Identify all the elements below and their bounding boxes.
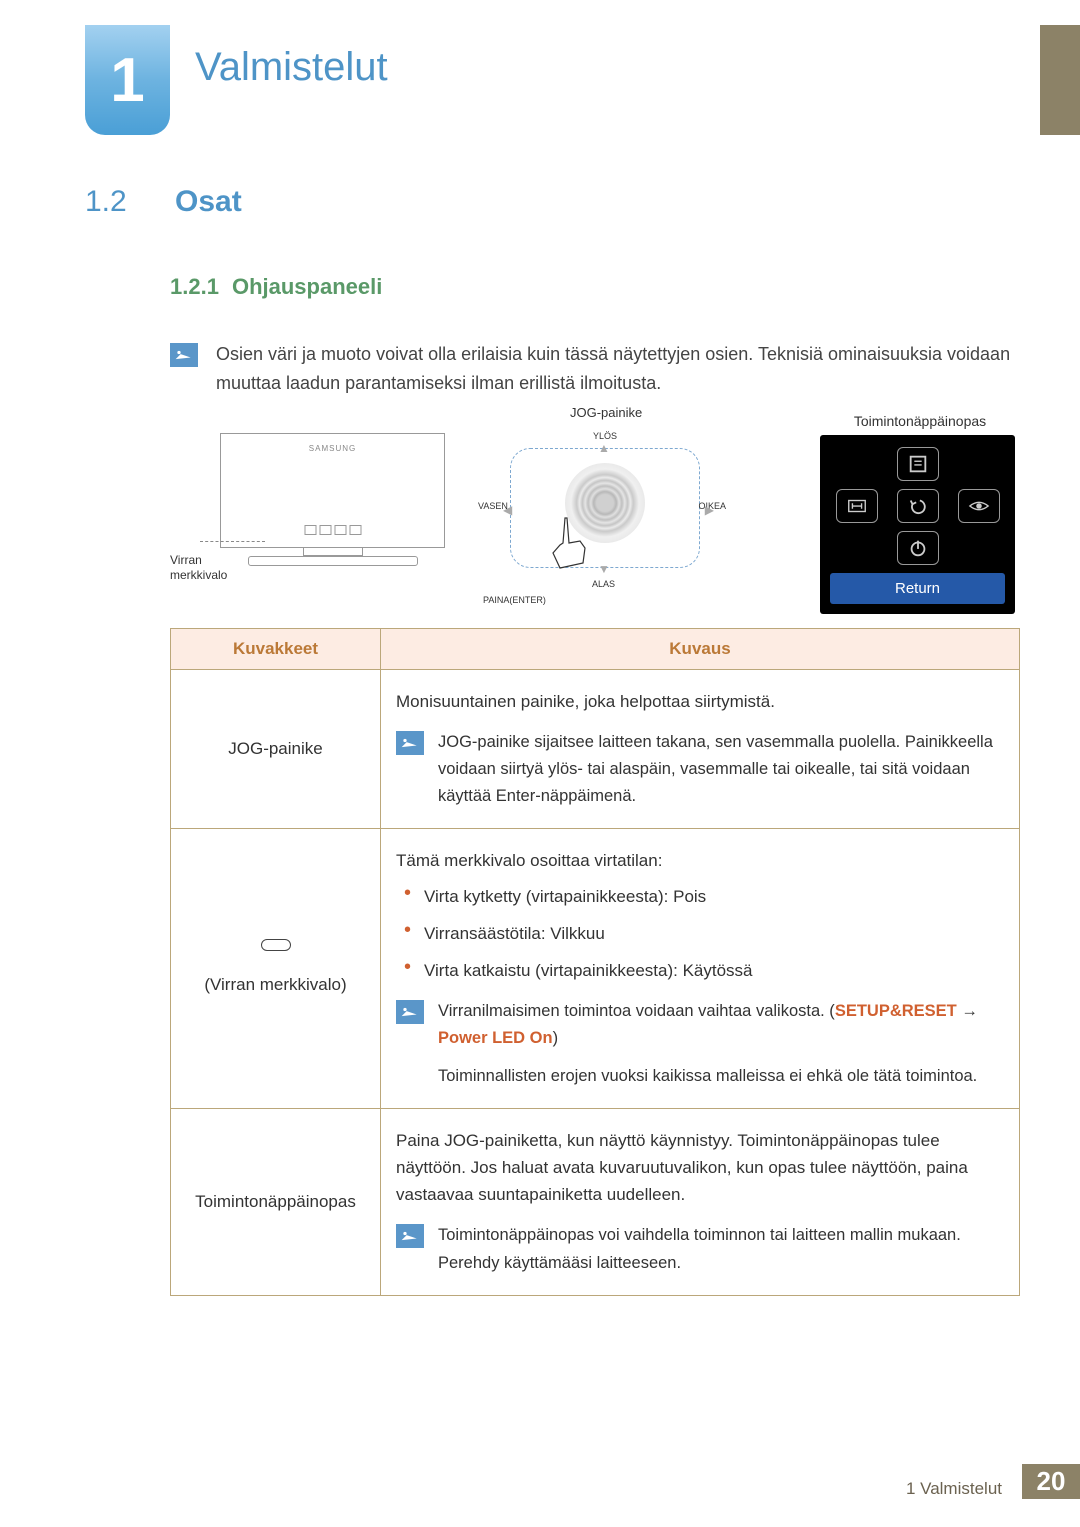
guide-back-icon xyxy=(897,489,939,523)
guide-label: Toimintonäppäinopas xyxy=(820,413,1020,429)
jog-label: JOG-painike xyxy=(570,405,642,420)
row2-desc: Tämä merkkivalo osoittaa virtatilan: Vir… xyxy=(381,829,1020,1108)
row1-label: JOG-painike xyxy=(171,669,381,829)
note-icon xyxy=(396,731,424,755)
subsection-title: Ohjauspaneeli xyxy=(232,274,382,299)
description-table: Kuvakkeet Kuvaus JOG-painike Monisuuntai… xyxy=(170,628,1020,1296)
row1-desc: Monisuuntainen painike, joka helpottaa s… xyxy=(381,669,1020,829)
subsection-number: 1.2.1 xyxy=(170,274,219,299)
arrow-left-icon: ◀ xyxy=(503,503,512,517)
subsection-heading: 1.2.1 Ohjauspaneeli xyxy=(170,274,1020,300)
guide-return-button: Return xyxy=(830,573,1005,604)
row1-para: Monisuuntainen painike, joka helpottaa s… xyxy=(396,688,1004,715)
header-desc: Kuvaus xyxy=(381,628,1020,669)
chapter-number: 1 xyxy=(110,45,144,116)
top-accent-bar xyxy=(1040,25,1080,135)
led-symbol-icon xyxy=(261,939,291,951)
note-icon xyxy=(396,1000,424,1024)
footer: 1 Valmistelut 20 xyxy=(906,1464,1080,1499)
list-item: Virta kytketty (virtapainikkeesta): Pois xyxy=(396,883,1004,910)
guide-eye-icon xyxy=(958,489,1000,523)
arrow-right-icon: ▶ xyxy=(705,503,714,517)
jog-down-label: ALAS xyxy=(592,579,615,589)
row3-label: Toimintonäppäinopas xyxy=(171,1108,381,1295)
row3-para: Paina JOG-painiketta, kun näyttö käynnis… xyxy=(396,1127,1004,1209)
header-icons: Kuvakkeet xyxy=(171,628,381,669)
chapter-title: Valmistelut xyxy=(195,45,388,90)
section-title: Osat xyxy=(175,185,242,218)
function-key-guide: Toimintonäppäinopas Return xyxy=(820,413,1020,614)
jog-up-label: YLÖS xyxy=(593,431,617,441)
monitor-illustration: SAMSUNG xyxy=(220,433,445,573)
row2-bullets: Virta kytketty (virtapainikkeesta): Pois… xyxy=(396,883,1004,985)
list-item: Virta katkaistu (virtapainikkeesta): Käy… xyxy=(396,957,1004,984)
arrow-down-icon: ▼ xyxy=(598,562,610,576)
guide-power-icon xyxy=(897,531,939,565)
section-number: 1.2 xyxy=(85,185,170,219)
diagram-area: SAMSUNG Virran merkkivalo JOG-painike YL… xyxy=(170,423,1020,623)
led-pointer-line xyxy=(200,541,265,542)
row2-intro: Tämä merkkivalo osoittaa virtatilan: xyxy=(396,847,1004,874)
guide-menu-icon xyxy=(897,447,939,481)
row3-note: Toimintonäppäinopas voi vaihdella toimin… xyxy=(438,1222,1004,1276)
hand-icon xyxy=(545,513,595,573)
chapter-tab: 1 xyxy=(85,25,170,135)
note-icon xyxy=(170,343,198,367)
note-text: Osien väri ja muoto voivat olla erilaisi… xyxy=(216,340,1020,398)
guide-pip-icon xyxy=(836,489,878,523)
table-row: Toimintonäppäinopas Paina JOG-painiketta… xyxy=(171,1108,1020,1295)
jog-illustration: JOG-painike YLÖS VASEN OIKEA ALAS PAINA(… xyxy=(490,423,720,603)
note-icon xyxy=(396,1224,424,1248)
section-heading: 1.2 Osat xyxy=(85,185,1020,219)
info-note: Osien väri ja muoto voivat olla erilaisi… xyxy=(170,340,1020,398)
guide-box: Return xyxy=(820,435,1015,614)
list-item: Virransäästötila: Vilkkuu xyxy=(396,920,1004,947)
jog-enter-label: PAINA(ENTER) xyxy=(483,595,546,605)
arrow-up-icon: ▲ xyxy=(598,441,610,455)
row3-desc: Paina JOG-painiketta, kun näyttö käynnis… xyxy=(381,1108,1020,1295)
monitor-brand: SAMSUNG xyxy=(309,444,356,453)
led-label: Virran merkkivalo xyxy=(170,553,227,584)
row2-label: (Virran merkkivalo) xyxy=(171,829,381,1108)
row1-note: JOG-painike sijaitsee laitteen takana, s… xyxy=(438,729,1004,811)
footer-chapter: 1 Valmistelut xyxy=(906,1464,1022,1499)
table-row: JOG-painike Monisuuntainen painike, joka… xyxy=(171,669,1020,829)
row2-note: Virranilmaisimen toimintoa voidaan vaiht… xyxy=(438,998,1004,1090)
footer-page-number: 20 xyxy=(1022,1464,1080,1499)
table-row: (Virran merkkivalo) Tämä merkkivalo osoi… xyxy=(171,829,1020,1108)
